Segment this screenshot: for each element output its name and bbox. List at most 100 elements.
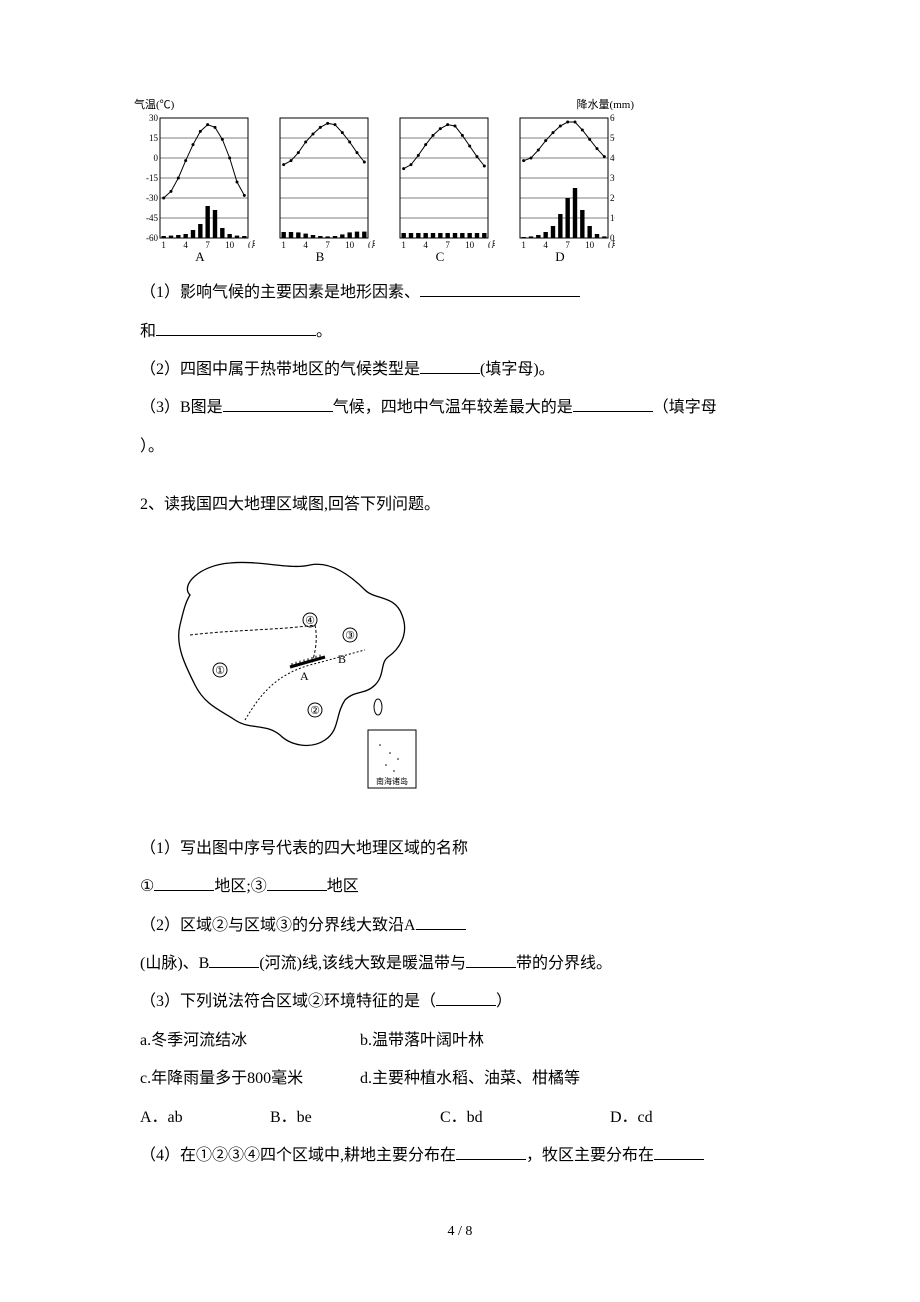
- svg-text:7: 7: [325, 240, 330, 248]
- svg-text:-15: -15: [146, 173, 158, 183]
- temp-axis-label: 气温(℃): [134, 92, 174, 118]
- chart-letter: D: [500, 248, 620, 266]
- svg-text:南海诸岛: 南海诸岛: [376, 776, 408, 786]
- blank: [466, 952, 516, 968]
- blank: [416, 914, 466, 930]
- svg-text:7: 7: [565, 240, 570, 248]
- svg-text:1: 1: [401, 240, 406, 248]
- q1-line2: 和。: [140, 313, 780, 351]
- q2-l4-b: (河流)线,该线大致是暖温带与: [259, 955, 466, 972]
- opt-a: a.冬季河流结冰: [140, 1022, 360, 1060]
- choice-a: A．ab: [140, 1099, 270, 1137]
- svg-text:(月): (月): [368, 240, 375, 248]
- svg-text:-30: -30: [146, 193, 158, 203]
- svg-text:1: 1: [281, 240, 286, 248]
- q2-line4: (山脉)、B (河流)线,该线大致是暖温带与 带的分界线。: [140, 945, 780, 983]
- q2-line1: （1）写出图中序号代表的四大地理区域的名称: [140, 830, 780, 868]
- q1-line3-a: （2）四图中属于热带地区的气候类型是: [140, 361, 420, 378]
- svg-text:-45: -45: [146, 213, 158, 223]
- blank: [209, 952, 259, 968]
- q2-l2-b: 地区;③: [214, 878, 266, 895]
- q2-l5-b: ）: [496, 993, 512, 1010]
- q2-l6-b: ，牧区主要分布在: [526, 1147, 654, 1164]
- opt-d: d.主要种植水稻、油菜、柑橘等: [360, 1060, 580, 1098]
- q2-l2-a: ①: [140, 878, 154, 895]
- svg-text:500: 500: [610, 133, 615, 143]
- q1-line3-b: (填字母)。: [480, 361, 555, 378]
- precip-axis-label: 降水量(mm): [577, 92, 634, 118]
- choice-c: C．bd: [440, 1099, 610, 1137]
- svg-text:300: 300: [610, 173, 615, 183]
- chart-letter: B: [260, 248, 380, 266]
- svg-text:200: 200: [610, 193, 615, 203]
- q2-l4-c: 带的分界线。: [516, 955, 612, 972]
- svg-text:4: 4: [423, 240, 428, 248]
- svg-text:1: 1: [521, 240, 526, 248]
- choice-b: B．be: [270, 1099, 440, 1137]
- q1-line4-a: （3）B图是: [140, 399, 223, 416]
- svg-text:②: ②: [310, 705, 320, 717]
- blank: [156, 320, 316, 336]
- svg-text:4: 4: [183, 240, 188, 248]
- svg-text:1: 1: [161, 240, 166, 248]
- blank: [267, 875, 327, 891]
- blank: [154, 875, 214, 891]
- svg-text:④: ④: [305, 615, 315, 627]
- q1-line2-b: 。: [316, 323, 332, 340]
- q2-intro: 2、读我国四大地理区域图,回答下列问题。: [140, 486, 780, 524]
- svg-text:10: 10: [585, 240, 595, 248]
- q1-line5: ）。: [140, 428, 780, 466]
- svg-text:7: 7: [445, 240, 450, 248]
- opt-b: b.温带落叶阔叶林: [360, 1022, 510, 1060]
- chart-letter: C: [380, 248, 500, 266]
- svg-text:(月): (月): [248, 240, 255, 248]
- svg-text:0: 0: [154, 153, 159, 163]
- svg-text:400: 400: [610, 153, 615, 163]
- svg-text:B: B: [338, 652, 346, 666]
- q1-line3: （2）四图中属于热带地区的气候类型是 (填字母)。: [140, 351, 780, 389]
- svg-text:10: 10: [345, 240, 355, 248]
- q1-line4: （3）B图是 气候，四地中气温年较差最大的是 （填字母: [140, 389, 780, 427]
- svg-text:-60: -60: [146, 233, 158, 243]
- q2-l5-a: （3）下列说法符合区域②环境特征的是（: [140, 993, 436, 1010]
- q2-line2: ① 地区;③ 地区: [140, 868, 780, 906]
- svg-text:100: 100: [610, 213, 615, 223]
- page-footer: 4 / 8: [140, 1215, 780, 1249]
- q1-line2-a: 和: [140, 323, 156, 340]
- q1-line1: （1）影响气候的主要因素是地形因素、: [140, 274, 780, 312]
- choice-d: D．cd: [610, 1099, 760, 1137]
- q2-line6: （4）在①②③④四个区域中,耕地主要分布在 ，牧区主要分布在: [140, 1137, 780, 1175]
- q2-opts-ab: a.冬季河流结冰 b.温带落叶阔叶林: [140, 1022, 780, 1060]
- blank: [654, 1144, 704, 1160]
- q2-choices: A．ab B．be C．bd D．cd: [140, 1099, 780, 1137]
- svg-text:10: 10: [465, 240, 475, 248]
- svg-text:4: 4: [543, 240, 548, 248]
- climate-charts-row: 气温(℃)30150-15-30-45-6014710(月)A14710(月)B…: [140, 108, 780, 266]
- climate-chart-A: 气温(℃)30150-15-30-45-6014710(月)A: [140, 108, 260, 266]
- q2-l4-a: (山脉)、B: [140, 955, 209, 972]
- svg-text:10: 10: [225, 240, 235, 248]
- climate-chart-D: 降水量(mm)600500400300200100014710(月)D: [500, 108, 620, 266]
- blank: [436, 990, 496, 1006]
- svg-text:③: ③: [345, 630, 355, 642]
- opt-c: c.年降雨量多于800毫米: [140, 1060, 360, 1098]
- q2-l3-a: （2）区域②与区域③的分界线大致沿A: [140, 917, 416, 934]
- climate-chart-B: 1 4 7 10 (月)B: [260, 108, 380, 266]
- q1-line4-b: 气候，四地中气温年较差最大的是: [333, 399, 573, 416]
- climate-chart-C: 1 4 7 10 (月)C: [380, 108, 500, 266]
- blank: [573, 396, 653, 412]
- svg-text:(月): (月): [488, 240, 495, 248]
- q2-l2-c: 地区: [327, 878, 359, 895]
- svg-text:4: 4: [303, 240, 308, 248]
- blank: [420, 281, 580, 297]
- q2-opts-cd: c.年降雨量多于800毫米 d.主要种植水稻、油菜、柑橘等: [140, 1060, 780, 1098]
- chart-letter: A: [140, 248, 260, 266]
- svg-text:(月): (月): [608, 240, 615, 248]
- q1-line4-c: （填字母: [653, 399, 717, 416]
- china-map: ①②③④AB南海诸岛: [140, 535, 780, 820]
- svg-text:15: 15: [149, 133, 159, 143]
- svg-text:7: 7: [205, 240, 210, 248]
- q1-line5-a: ）。: [140, 438, 164, 455]
- q2-l6-a: （4）在①②③④四个区域中,耕地主要分布在: [140, 1147, 456, 1164]
- q2-line5: （3）下列说法符合区域②环境特征的是（ ）: [140, 983, 780, 1021]
